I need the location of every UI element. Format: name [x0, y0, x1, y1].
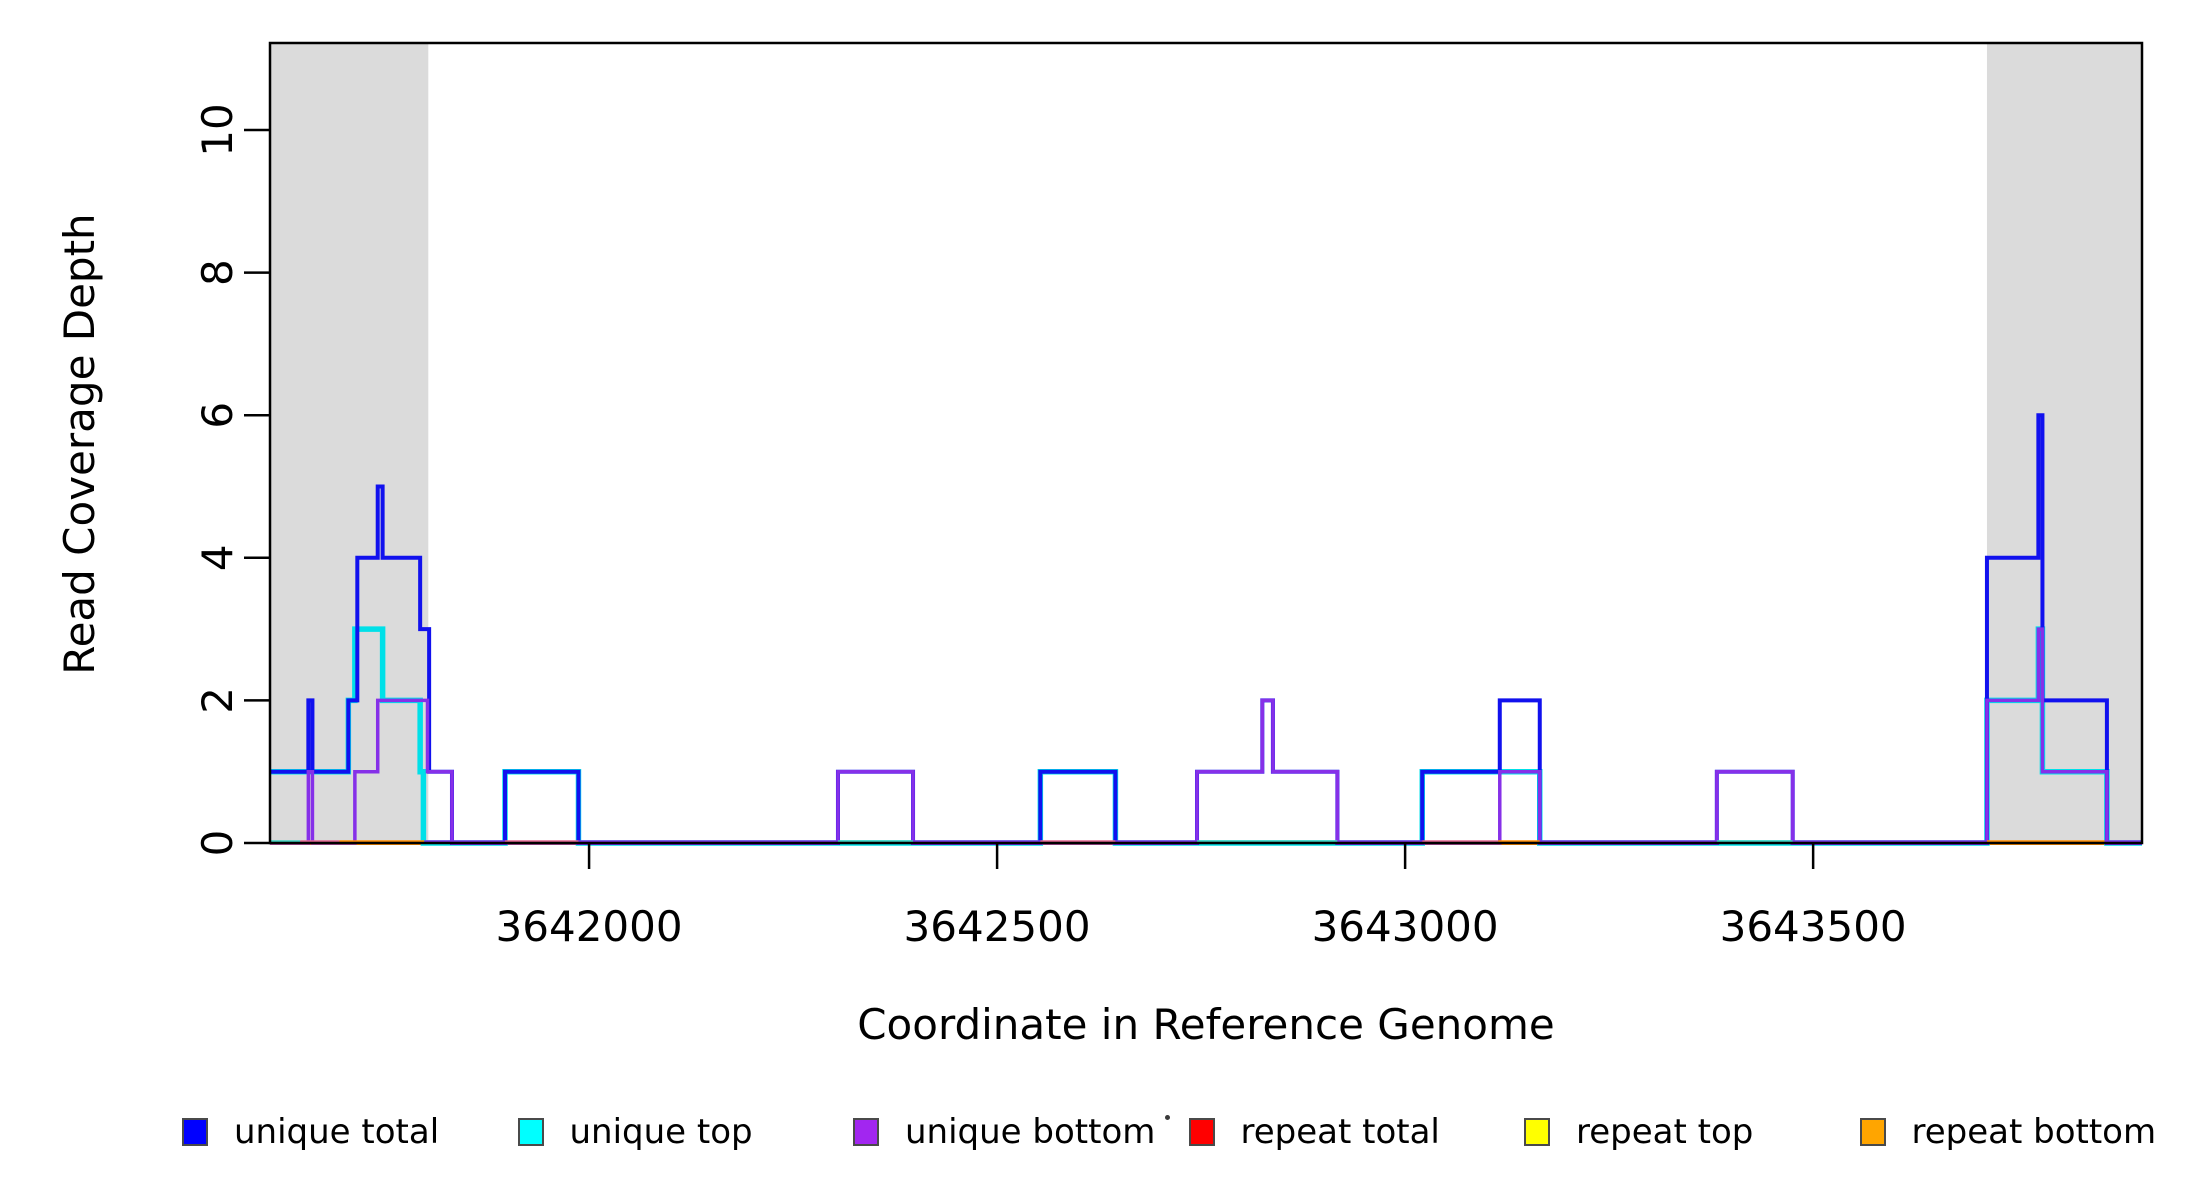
legend-item-unique-total: unique total [182, 1108, 439, 1156]
repeat-region-right [1986, 43, 2142, 843]
legend-label: unique top [569, 1112, 753, 1152]
y-tick-label: 0 [193, 830, 242, 857]
legend-swatch-icon [1188, 1118, 1215, 1146]
y-tick-label: 10 [193, 103, 242, 156]
stray-dot-artifact [1165, 1115, 1170, 1120]
legend-label: repeat top [1576, 1112, 1754, 1152]
series-unique-top [270, 626, 2142, 846]
legend-label: repeat bottom [1911, 1112, 2157, 1152]
legend-swatch-icon [1859, 1118, 1886, 1146]
x-tick-label: 3642500 [904, 902, 1091, 951]
legend-label: repeat total [1240, 1112, 1440, 1152]
y-tick-label: 2 [193, 687, 242, 714]
legend-item-unique-top: unique top [517, 1108, 753, 1156]
legend-label: unique bottom [905, 1112, 1156, 1152]
y-axis-title: Read Coverage Depth [55, 213, 104, 675]
x-tick-label: 3643500 [1720, 902, 1907, 951]
legend: unique total unique top unique bottom repea… [0, 1108, 2200, 1168]
y-tick-label: 6 [193, 402, 242, 429]
legend-label: unique total [234, 1112, 440, 1152]
legend-item-repeat-top: repeat top [1524, 1108, 1753, 1156]
legend-item-repeat-bottom: repeat bottom [1859, 1108, 2157, 1156]
series-unique-total [270, 413, 2142, 845]
plot-frame [268, 41, 2144, 845]
y-tick-label: 4 [193, 544, 242, 571]
y-tick-label: 8 [193, 259, 242, 286]
legend-swatch-icon [182, 1118, 208, 1146]
x-tick-label: 3642000 [496, 902, 683, 951]
x-axis-title: Coordinate in Reference Genome [857, 1000, 1555, 1049]
legend-swatch-icon [853, 1118, 879, 1146]
legend-swatch-icon [517, 1118, 544, 1146]
legend-item-unique-bottom: unique bottom [853, 1108, 1155, 1156]
legend-item-repeat-total: repeat total [1188, 1108, 1440, 1156]
legend-swatch-icon [1524, 1118, 1550, 1146]
series-unique-bottom [270, 627, 2142, 845]
x-tick-label: 3643000 [1312, 902, 1499, 951]
